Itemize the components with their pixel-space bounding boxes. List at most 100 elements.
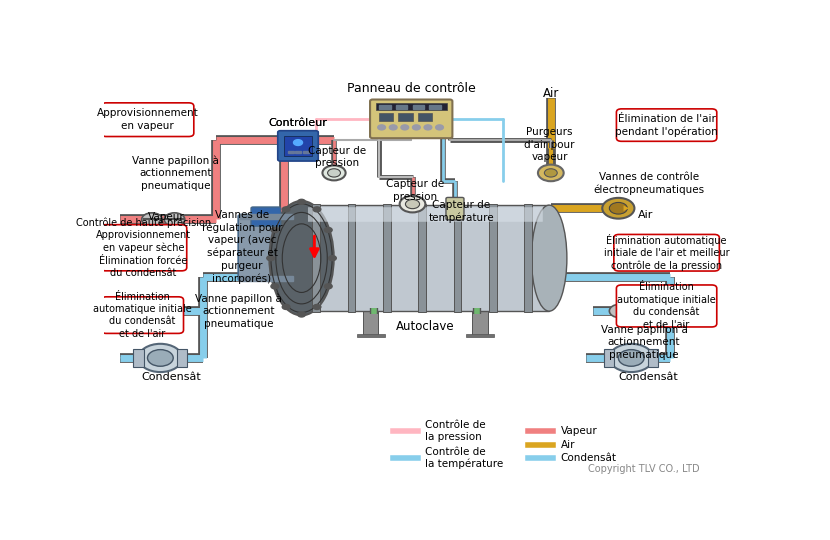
Text: Panneau de contrôle: Panneau de contrôle (347, 82, 476, 95)
FancyBboxPatch shape (370, 99, 452, 138)
Circle shape (424, 125, 432, 130)
Text: Vapeur: Vapeur (149, 212, 185, 221)
Text: Condensât: Condensât (618, 372, 678, 382)
FancyBboxPatch shape (101, 297, 183, 333)
Bar (648, 349, 658, 367)
Circle shape (271, 284, 279, 289)
Circle shape (148, 349, 173, 366)
Bar (489, 204, 497, 313)
Circle shape (413, 125, 420, 130)
FancyBboxPatch shape (238, 214, 294, 281)
Text: Contrôleur: Contrôleur (269, 118, 328, 128)
Bar (177, 349, 188, 367)
Circle shape (325, 227, 332, 233)
Text: Copyright TLV CO., LTD: Copyright TLV CO., LTD (588, 464, 700, 474)
Text: Air: Air (560, 440, 575, 450)
Text: Élimination
automatique initiale
du condensât
et de l'air: Élimination automatique initiale du cond… (618, 282, 716, 329)
Circle shape (544, 168, 557, 177)
Text: Contrôle de haute précision
Approvisionnement
en vapeur sèche
Élimination forcée: Contrôle de haute précision Approvisionn… (76, 218, 211, 278)
Bar (383, 204, 391, 313)
FancyBboxPatch shape (100, 225, 187, 271)
FancyBboxPatch shape (101, 103, 194, 137)
Bar (472, 310, 488, 336)
Bar (466, 334, 494, 338)
FancyBboxPatch shape (617, 109, 717, 141)
Circle shape (322, 165, 345, 180)
Bar (239, 214, 293, 219)
Circle shape (298, 199, 305, 204)
Bar (134, 349, 144, 367)
Circle shape (609, 305, 630, 318)
Bar (312, 204, 320, 313)
Text: Vanne papillon à
actionnement
pneumatique: Vanne papillon à actionnement pneumatiqu… (601, 325, 687, 360)
Circle shape (271, 227, 279, 233)
Circle shape (294, 140, 302, 145)
Circle shape (161, 305, 182, 318)
Bar (429, 105, 441, 110)
Text: Approvisionnement
en vapeur: Approvisionnement en vapeur (96, 109, 198, 131)
Text: Vapeur: Vapeur (560, 426, 598, 436)
Circle shape (298, 312, 305, 317)
Circle shape (436, 125, 443, 130)
Text: Condensât: Condensât (560, 453, 617, 463)
Circle shape (282, 305, 290, 309)
Circle shape (313, 207, 321, 212)
Bar (604, 349, 614, 367)
Bar (525, 204, 532, 313)
Circle shape (389, 125, 397, 130)
Text: Air: Air (638, 210, 654, 220)
Bar (357, 334, 385, 338)
Circle shape (313, 305, 321, 309)
Text: Contrôle de
la température: Contrôle de la température (426, 447, 504, 469)
Bar (379, 113, 393, 121)
Circle shape (609, 202, 627, 214)
Bar (239, 276, 293, 281)
Bar (303, 151, 309, 153)
Circle shape (609, 344, 653, 372)
FancyBboxPatch shape (617, 285, 717, 327)
FancyBboxPatch shape (614, 234, 720, 271)
Circle shape (142, 213, 163, 226)
Text: Vanne papillon à
actionnement
pneumatique: Vanne papillon à actionnement pneumatiqu… (132, 156, 219, 191)
Circle shape (329, 255, 336, 261)
Text: Condensât: Condensât (141, 372, 201, 382)
Text: Vannes de
régulation pour
vapeur (avec
séparateur et
purgeur
incorporés): Vannes de régulation pour vapeur (avec s… (202, 210, 282, 284)
Circle shape (618, 349, 644, 366)
Circle shape (328, 168, 340, 177)
Circle shape (538, 165, 564, 181)
Text: Contrôle de
la pression: Contrôle de la pression (426, 420, 486, 442)
Bar (301, 205, 549, 311)
Text: Contrôleur: Contrôleur (269, 118, 328, 128)
Text: Vanne papillon à
actionnement
pneumatique: Vanne papillon à actionnement pneumatiqu… (195, 293, 282, 329)
Bar (348, 204, 355, 313)
Circle shape (378, 125, 385, 130)
Circle shape (325, 284, 332, 289)
Bar (288, 151, 294, 153)
Bar (295, 151, 301, 153)
Circle shape (399, 196, 426, 212)
Bar (417, 113, 432, 121)
Text: Capteur de
pression: Capteur de pression (308, 146, 366, 168)
Circle shape (266, 255, 275, 261)
Ellipse shape (531, 205, 567, 311)
Text: Élimination de l'air
pendant l'opération: Élimination de l'air pendant l'opération (615, 113, 718, 137)
Bar (454, 204, 461, 313)
Text: Purgeurs
d'air pour
vapeur: Purgeurs d'air pour vapeur (525, 127, 574, 162)
Bar (284, 136, 312, 156)
Bar (398, 113, 413, 121)
Text: Capteur de
pression: Capteur de pression (386, 179, 444, 201)
FancyBboxPatch shape (251, 207, 281, 226)
Text: Air: Air (543, 87, 559, 100)
Circle shape (164, 213, 185, 226)
Bar (363, 310, 378, 336)
Circle shape (139, 305, 160, 318)
Circle shape (401, 125, 408, 130)
Circle shape (139, 344, 183, 372)
Bar (379, 105, 391, 110)
Text: Élimination
automatique initiale
du condensât
et de l'air: Élimination automatique initiale du cond… (93, 292, 192, 339)
FancyBboxPatch shape (446, 198, 464, 220)
Text: Capteur de
température: Capteur de température (428, 200, 494, 222)
Bar (418, 204, 426, 313)
Circle shape (282, 207, 290, 212)
Ellipse shape (270, 201, 334, 315)
